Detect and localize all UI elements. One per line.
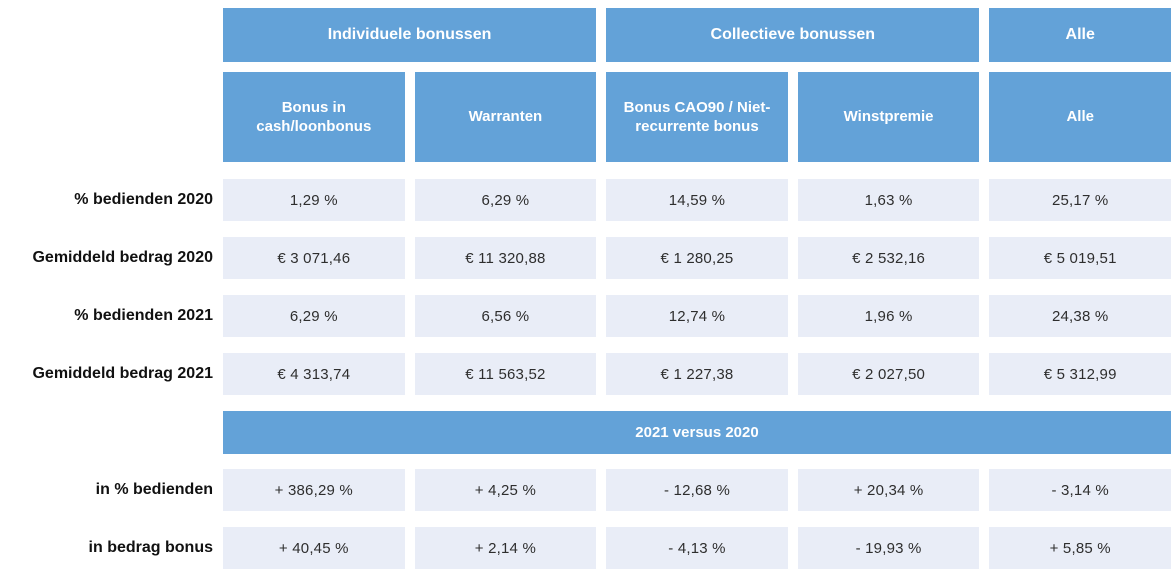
- data-cell: 1,96 %: [797, 295, 980, 337]
- data-cell: + 5,85 %: [989, 527, 1171, 569]
- data-cell: + 386,29 %: [223, 469, 405, 511]
- table-row: Gemiddeld bedrag 2021 € 4 313,74 € 11 56…: [0, 353, 1175, 395]
- row-label: Gemiddeld bedrag 2021: [32, 365, 213, 382]
- data-cell: € 5 019,51: [989, 237, 1171, 279]
- data-cell: 25,17 %: [989, 179, 1171, 221]
- column-header-row: Bonus in cash/loonbonus Warranten Bonus …: [0, 72, 1175, 162]
- table-row: in % bedienden + 386,29 % + 4,25 % - 12,…: [0, 469, 1175, 511]
- data-cell: 6,29 %: [223, 295, 405, 337]
- row-label: % bedienden 2020: [74, 191, 213, 208]
- row-label: in % bedienden: [95, 481, 213, 498]
- group-header-collectieve-bonussen: Collectieve bonussen: [606, 8, 980, 62]
- data-cell: € 11 563,52: [414, 353, 597, 395]
- row-label: Gemiddeld bedrag 2020: [32, 249, 213, 266]
- table-row: in bedrag bonus + 40,45 % + 2,14 % - 4,1…: [0, 527, 1175, 569]
- row-label: % bedienden 2021: [74, 307, 213, 324]
- comparison-band-header: 2021 versus 2020: [223, 411, 1171, 454]
- data-cell: 6,29 %: [414, 179, 597, 221]
- column-header-bonus-cao90: Bonus CAO90 / Niet-recurrente bonus: [606, 72, 788, 162]
- data-cell: 6,56 %: [414, 295, 597, 337]
- column-header-winstpremie: Winstpremie: [797, 72, 980, 162]
- data-cell: + 40,45 %: [223, 527, 405, 569]
- data-cell: + 20,34 %: [797, 469, 980, 511]
- data-cell: € 4 313,74: [223, 353, 405, 395]
- table-row: % bedienden 2021 6,29 % 6,56 % 12,74 % 1…: [0, 295, 1175, 337]
- row-label: in bedrag bonus: [88, 539, 213, 556]
- data-cell: € 3 071,46: [223, 237, 405, 279]
- comparison-band-row: 2021 versus 2020: [0, 411, 1175, 454]
- data-cell: 1,29 %: [223, 179, 405, 221]
- data-cell: - 3,14 %: [989, 469, 1171, 511]
- data-cell: 1,63 %: [797, 179, 980, 221]
- column-header-warranten: Warranten: [414, 72, 597, 162]
- data-cell: + 2,14 %: [414, 527, 597, 569]
- group-header-row: Individuele bonussen Collectieve bonusse…: [0, 8, 1175, 62]
- data-cell: € 11 320,88: [414, 237, 597, 279]
- data-cell: - 4,13 %: [606, 527, 788, 569]
- column-header-bonus-cash: Bonus in cash/loonbonus: [223, 72, 405, 162]
- group-header-individuele-bonussen: Individuele bonussen: [223, 8, 597, 62]
- data-cell: 12,74 %: [606, 295, 788, 337]
- data-cell: + 4,25 %: [414, 469, 597, 511]
- table-row: Gemiddeld bedrag 2020 € 3 071,46 € 11 32…: [0, 237, 1175, 279]
- data-cell: € 2 027,50: [797, 353, 980, 395]
- data-cell: - 19,93 %: [797, 527, 980, 569]
- data-cell: - 12,68 %: [606, 469, 788, 511]
- data-cell: € 1 280,25: [606, 237, 788, 279]
- data-cell: € 5 312,99: [989, 353, 1171, 395]
- data-cell: € 2 532,16: [797, 237, 980, 279]
- column-header-alle: Alle: [989, 72, 1171, 162]
- data-cell: 24,38 %: [989, 295, 1171, 337]
- data-cell: € 1 227,38: [606, 353, 788, 395]
- data-cell: 14,59 %: [606, 179, 788, 221]
- group-header-alle: Alle: [989, 8, 1171, 62]
- table-row: % bedienden 2020 1,29 % 6,29 % 14,59 % 1…: [0, 179, 1175, 221]
